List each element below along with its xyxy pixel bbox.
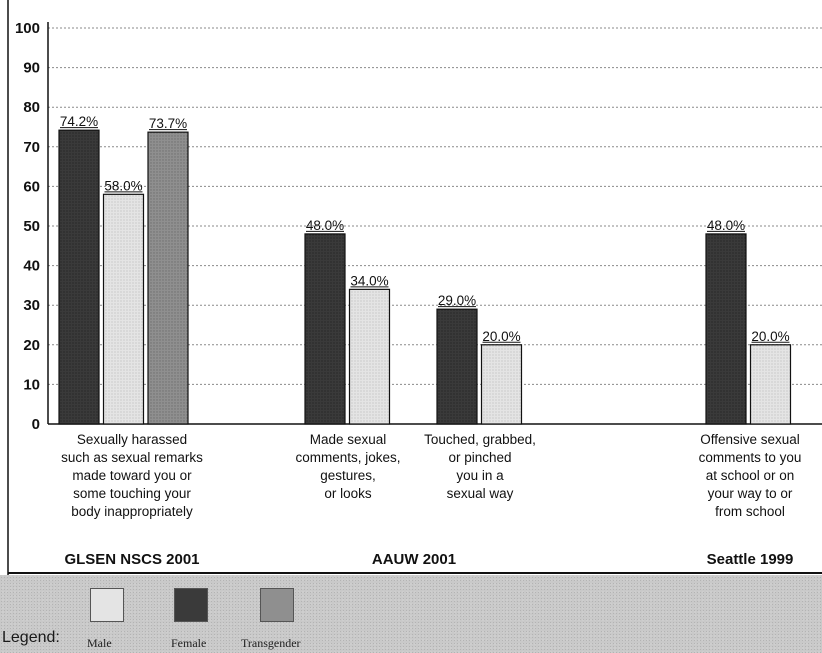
y-tick-label: 20	[23, 337, 40, 354]
category-label-line: from school	[715, 504, 785, 519]
bar-male	[749, 344, 792, 425]
category-label-line: some touching your	[73, 486, 191, 501]
bar-chart: 0 10 20 30 40 50 60 70 80 90 100 74.2% 58.0% 73.7% 48…	[7, 0, 822, 575]
data-label: 58.0%	[104, 178, 142, 193]
y-tick-label: 100	[15, 20, 40, 37]
legend-swatch-female	[174, 588, 208, 622]
category-label-line: or looks	[324, 486, 372, 501]
category-label-line: your way to or	[708, 486, 793, 501]
bar-female	[705, 233, 747, 425]
data-label: 48.0%	[707, 218, 745, 233]
legend-label-male: Male	[87, 636, 112, 650]
category-label-line: Sexually harassed	[77, 432, 187, 447]
bar-male	[102, 193, 145, 425]
y-tick-label: 0	[32, 416, 40, 433]
data-label: 20.0%	[482, 329, 520, 344]
chart-panel: 0 10 20 30 40 50 60 70 80 90 100 74.2% 58.0% 73.7% 48…	[0, 0, 822, 575]
y-tick-label: 90	[23, 60, 40, 77]
category-label-line: you in a	[456, 468, 504, 483]
category-label-line: comments to you	[699, 450, 802, 465]
legend-label-female: Female	[171, 636, 207, 650]
y-axis: 0 10 20 30 40 50 60 70 80 90 100	[7, 0, 822, 575]
y-tick-label: 50	[23, 218, 40, 235]
bar-male	[480, 344, 523, 425]
data-label: 48.0%	[306, 218, 344, 233]
category-label-line: Made sexual	[310, 432, 387, 447]
legend: Legend: Male Female Transgender	[0, 582, 822, 653]
bar-female	[304, 233, 346, 425]
category-label-line: at school or on	[706, 468, 795, 483]
category-label-line: made toward you or	[72, 468, 192, 483]
y-tick-label: 10	[23, 376, 40, 393]
y-tick-label: 80	[23, 99, 40, 116]
category-label-line: Offensive sexual	[700, 432, 800, 447]
legend-label-transgender: Transgender	[241, 636, 301, 650]
category-label-line: Touched, grabbed,	[424, 432, 536, 447]
data-label: 34.0%	[350, 273, 388, 288]
category-labels: Sexually harassed such as sexual remarks m…	[61, 432, 801, 568]
source-label: AAUW 2001	[372, 551, 456, 568]
y-tick-label: 70	[23, 139, 40, 156]
category-label-line: such as sexual remarks	[61, 450, 203, 465]
data-label: 73.7%	[149, 116, 187, 131]
legend-swatch-transgender	[260, 588, 294, 622]
y-tick-label: 60	[23, 178, 40, 195]
category-label-line: sexual way	[447, 486, 514, 501]
source-label: GLSEN NSCS 2001	[64, 551, 199, 568]
legend-item-male: Male	[87, 588, 124, 650]
data-label: 20.0%	[751, 329, 789, 344]
bar-female	[436, 308, 478, 425]
bar-female	[58, 129, 100, 425]
category-label-line: comments, jokes,	[295, 450, 400, 465]
legend-swatch-male	[90, 588, 124, 622]
data-label: 74.2%	[60, 114, 98, 129]
source-label: Seattle 1999	[707, 551, 794, 568]
bar-male	[348, 288, 391, 425]
category-label-line: gestures,	[320, 468, 376, 483]
data-label: 29.0%	[438, 293, 476, 308]
category-label-line: body inappropriately	[71, 504, 193, 519]
legend-item-transgender: Transgender	[241, 588, 301, 650]
legend-title: Legend:	[2, 629, 60, 646]
y-tick-label: 30	[23, 297, 40, 314]
bar-transgender	[147, 131, 189, 425]
y-tick-label: 40	[23, 258, 40, 275]
bars: 74.2% 58.0% 73.7% 48.0% 34.0% 29.0% 20.0% 48.0%…	[58, 114, 792, 425]
legend-item-female: Female	[171, 588, 208, 650]
category-label-line: or pinched	[448, 450, 511, 465]
